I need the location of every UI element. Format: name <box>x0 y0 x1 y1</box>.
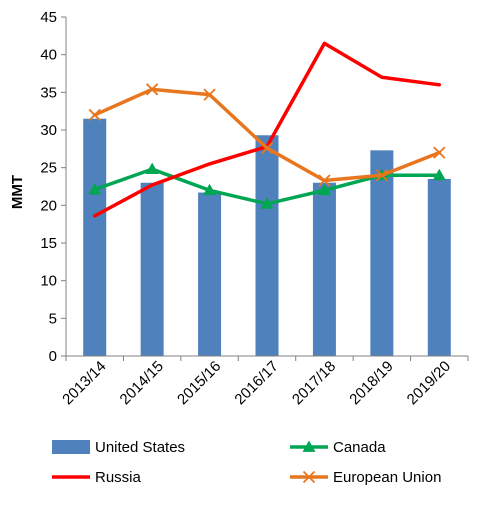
point-european-union-6-stroke-b <box>433 146 446 159</box>
bar-0-4 <box>312 182 336 356</box>
legend-label-canada: Canada <box>333 439 386 456</box>
legend-label-united-states: United States <box>95 439 185 456</box>
bar-0-1 <box>140 182 164 356</box>
y-tick-label-5: 25 <box>40 160 57 177</box>
legend: United States Canada Russia European Union <box>52 439 441 486</box>
point-european-union-3-stroke-b <box>260 141 274 155</box>
bar-0-5 <box>370 150 394 356</box>
x-tick-label-3: 2016/17 <box>231 358 281 408</box>
y-tick-label-9: 45 <box>40 9 57 26</box>
x-tick-label-6: 2019/20 <box>404 358 454 408</box>
point-canada-6 <box>432 168 446 181</box>
point-european-union-5 <box>375 169 388 182</box>
y-tick-label-3: 15 <box>40 235 57 252</box>
point-canada-1 <box>145 162 159 175</box>
y-tick-label-4: 20 <box>40 197 57 214</box>
point-european-union-2 <box>203 88 216 101</box>
point-canada-4 <box>317 183 331 196</box>
legend-label-european-union: European Union <box>333 469 441 486</box>
point-european-union-2-stroke-b <box>203 88 216 101</box>
point-canada-0 <box>88 183 102 195</box>
bar-0-2 <box>198 192 222 356</box>
y-tick-label-6: 30 <box>40 122 57 139</box>
legend-marker-european-union-stroke-b <box>302 470 316 484</box>
point-european-union-0-stroke-b <box>88 108 101 122</box>
bar-0-3 <box>255 135 279 356</box>
point-canada-3 <box>260 197 274 209</box>
y-tick-label-7: 35 <box>40 84 57 101</box>
y-tick-label-1: 5 <box>49 310 57 327</box>
y-tick-label-2: 10 <box>40 273 57 290</box>
legend-swatch-united-states <box>52 440 90 454</box>
y-tick-label-8: 40 <box>40 47 57 64</box>
x-tick-label-2: 2015/16 <box>174 358 224 408</box>
point-european-union-4 <box>318 174 331 187</box>
legend-label-russia: Russia <box>95 469 142 486</box>
point-european-union-1 <box>146 83 159 96</box>
x-tick-label-4: 2017/18 <box>289 358 339 408</box>
point-canada-2 <box>203 183 217 196</box>
bar-0-0 <box>83 118 107 356</box>
legend-marker-european-union <box>302 470 316 484</box>
x-tick-label-1: 2014/15 <box>117 358 167 408</box>
point-european-union-1-stroke-b <box>146 83 159 96</box>
bar-0-6 <box>427 178 451 356</box>
point-european-union-3 <box>260 141 274 155</box>
x-tick-label-5: 2018/19 <box>346 358 396 408</box>
point-european-union-4-stroke-b <box>318 174 331 187</box>
x-tick-label-0: 2013/14 <box>59 358 109 408</box>
point-european-union-5-stroke-b <box>375 169 388 182</box>
y-tick-label-0: 0 <box>49 348 57 365</box>
point-european-union-0 <box>88 108 101 122</box>
point-european-union-6 <box>433 146 446 159</box>
legend-marker-canada <box>302 440 316 452</box>
y-axis-title: MMT <box>9 175 26 209</box>
